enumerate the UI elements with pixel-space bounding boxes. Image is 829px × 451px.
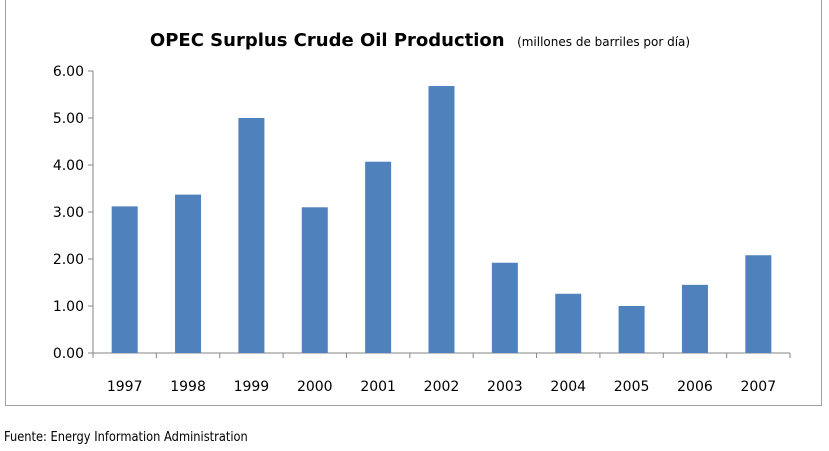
bar-2000 <box>301 207 328 353</box>
y-tick-label: 1.00 <box>53 299 84 315</box>
y-tick-label: 0.00 <box>53 346 84 362</box>
x-tick-label: 2004 <box>550 379 586 395</box>
bar-2002 <box>428 86 455 353</box>
chart-title-group: OPEC Surplus Crude Oil Production (millo… <box>150 30 690 51</box>
bar-chart: OPEC Surplus Crude Oil Production (millo… <box>53 30 791 395</box>
bar-1998 <box>175 194 202 353</box>
bar-1999 <box>238 118 265 353</box>
bars <box>111 86 772 353</box>
x-tick-label: 2003 <box>487 379 523 395</box>
x-tick-label: 1998 <box>170 379 206 395</box>
x-tick-label: 2001 <box>360 379 396 395</box>
y-tick-label: 3.00 <box>53 205 84 221</box>
bar-2006 <box>681 284 708 353</box>
x-tick-label: 1999 <box>234 379 270 395</box>
x-tick-label: 2005 <box>614 379 650 395</box>
bar-2004 <box>555 293 582 353</box>
bar-2007 <box>745 255 772 353</box>
x-axis: 1997 1998 1999 2000 2001 2002 2003 2004 2005 2006… <box>92 352 791 395</box>
x-tick-label: 2007 <box>740 379 776 395</box>
y-tick-label: 2.00 <box>53 252 84 268</box>
bar-2003 <box>491 262 518 353</box>
bar-2001 <box>365 161 392 353</box>
bar-1997 <box>111 206 138 353</box>
chart-title: OPEC Surplus Crude Oil Production <box>150 30 505 51</box>
y-axis: 0.00 1.00 2.00 3.00 4.00 5.00 6.00 <box>53 64 94 362</box>
x-tick-label: 2002 <box>424 379 460 395</box>
y-tick-label: 5.00 <box>53 111 84 127</box>
y-tick-label: 4.00 <box>53 158 84 174</box>
x-tick-label: 2000 <box>297 379 333 395</box>
chart-frame <box>5 0 822 406</box>
x-tick-label: 2006 <box>677 379 713 395</box>
bar-2005 <box>618 306 645 353</box>
chart-subtitle: (millones de barriles por día) <box>517 35 690 49</box>
x-tick-label: 1997 <box>107 379 143 395</box>
y-tick-label: 6.00 <box>53 64 84 80</box>
source-note: Fuente: Energy Information Administratio… <box>4 430 248 445</box>
